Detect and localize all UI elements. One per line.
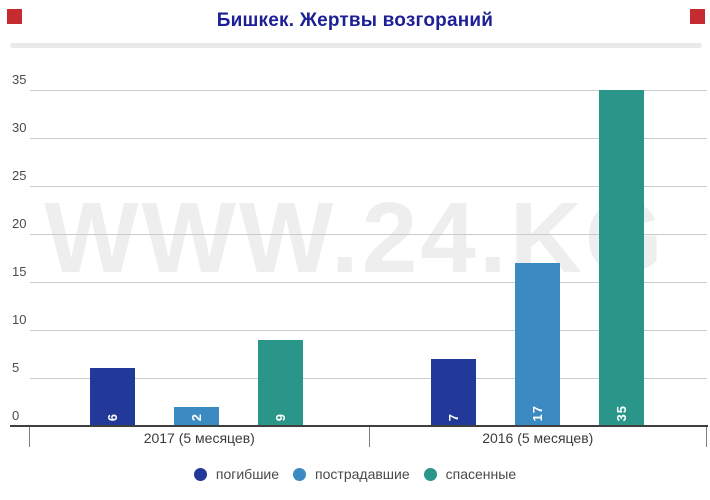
legend-swatch bbox=[423, 467, 437, 481]
gridline bbox=[30, 377, 707, 379]
bar-value-label: 7 bbox=[446, 412, 461, 421]
gridline bbox=[30, 281, 707, 283]
y-tick-label: 0 bbox=[12, 408, 20, 423]
bar-пострадавшие-1: 17 bbox=[515, 262, 560, 426]
y-tick-label: 10 bbox=[12, 312, 27, 327]
bar-спасенные-0: 9 bbox=[258, 339, 303, 426]
gridline bbox=[30, 89, 707, 91]
x-category-label: 2016 (5 месяцев) bbox=[482, 430, 594, 446]
legend-item-спасенные[interactable]: спасенные bbox=[423, 466, 517, 482]
gridline bbox=[30, 185, 707, 187]
bar-пострадавшие-0: 2 bbox=[174, 406, 219, 426]
chart-title: Бишкек. Жертвы возгораний bbox=[216, 10, 494, 31]
y-tick-label: 15 bbox=[12, 264, 27, 279]
y-tick-label: 25 bbox=[12, 168, 27, 183]
y-tick-label: 20 bbox=[12, 216, 27, 231]
x-axis-line bbox=[10, 425, 708, 427]
legend-swatch bbox=[293, 467, 307, 481]
bar-value-label: 35 bbox=[614, 404, 629, 421]
axis-tick bbox=[29, 427, 30, 447]
legend-label: пострадавшие bbox=[315, 466, 410, 482]
legend-label: спасенные bbox=[445, 466, 517, 482]
bar-погибшие-1: 7 bbox=[431, 358, 476, 426]
legend-item-пострадавшие[interactable]: пострадавшие bbox=[293, 466, 410, 482]
gridline bbox=[30, 137, 707, 139]
y-tick-label: 5 bbox=[12, 360, 20, 375]
legend-swatch bbox=[193, 467, 207, 481]
axis-tick bbox=[706, 427, 707, 447]
y-tick-label: 30 bbox=[12, 120, 27, 135]
legend-label: погибшие bbox=[215, 466, 280, 482]
y-tick-label: 35 bbox=[12, 72, 27, 87]
bar-погибшие-0: 6 bbox=[90, 368, 135, 426]
bar-спасенные-1: 35 bbox=[599, 90, 644, 426]
gridline bbox=[30, 233, 707, 235]
x-category-label: 2017 (5 месяцев) bbox=[143, 430, 255, 446]
gridline bbox=[30, 329, 707, 331]
corner-mark-right bbox=[690, 9, 705, 24]
chart-legend: погибшие пострадавшие спасенные bbox=[0, 466, 710, 482]
corner-mark-left bbox=[7, 9, 22, 24]
bar-value-label: 2 bbox=[189, 412, 204, 421]
bar-value-label: 9 bbox=[273, 412, 288, 421]
legend-item-погибшие[interactable]: погибшие bbox=[193, 466, 280, 482]
title-divider bbox=[10, 43, 702, 48]
bar-value-label: 17 bbox=[530, 404, 545, 421]
axis-tick bbox=[368, 427, 370, 447]
bar-value-label: 6 bbox=[105, 412, 120, 421]
